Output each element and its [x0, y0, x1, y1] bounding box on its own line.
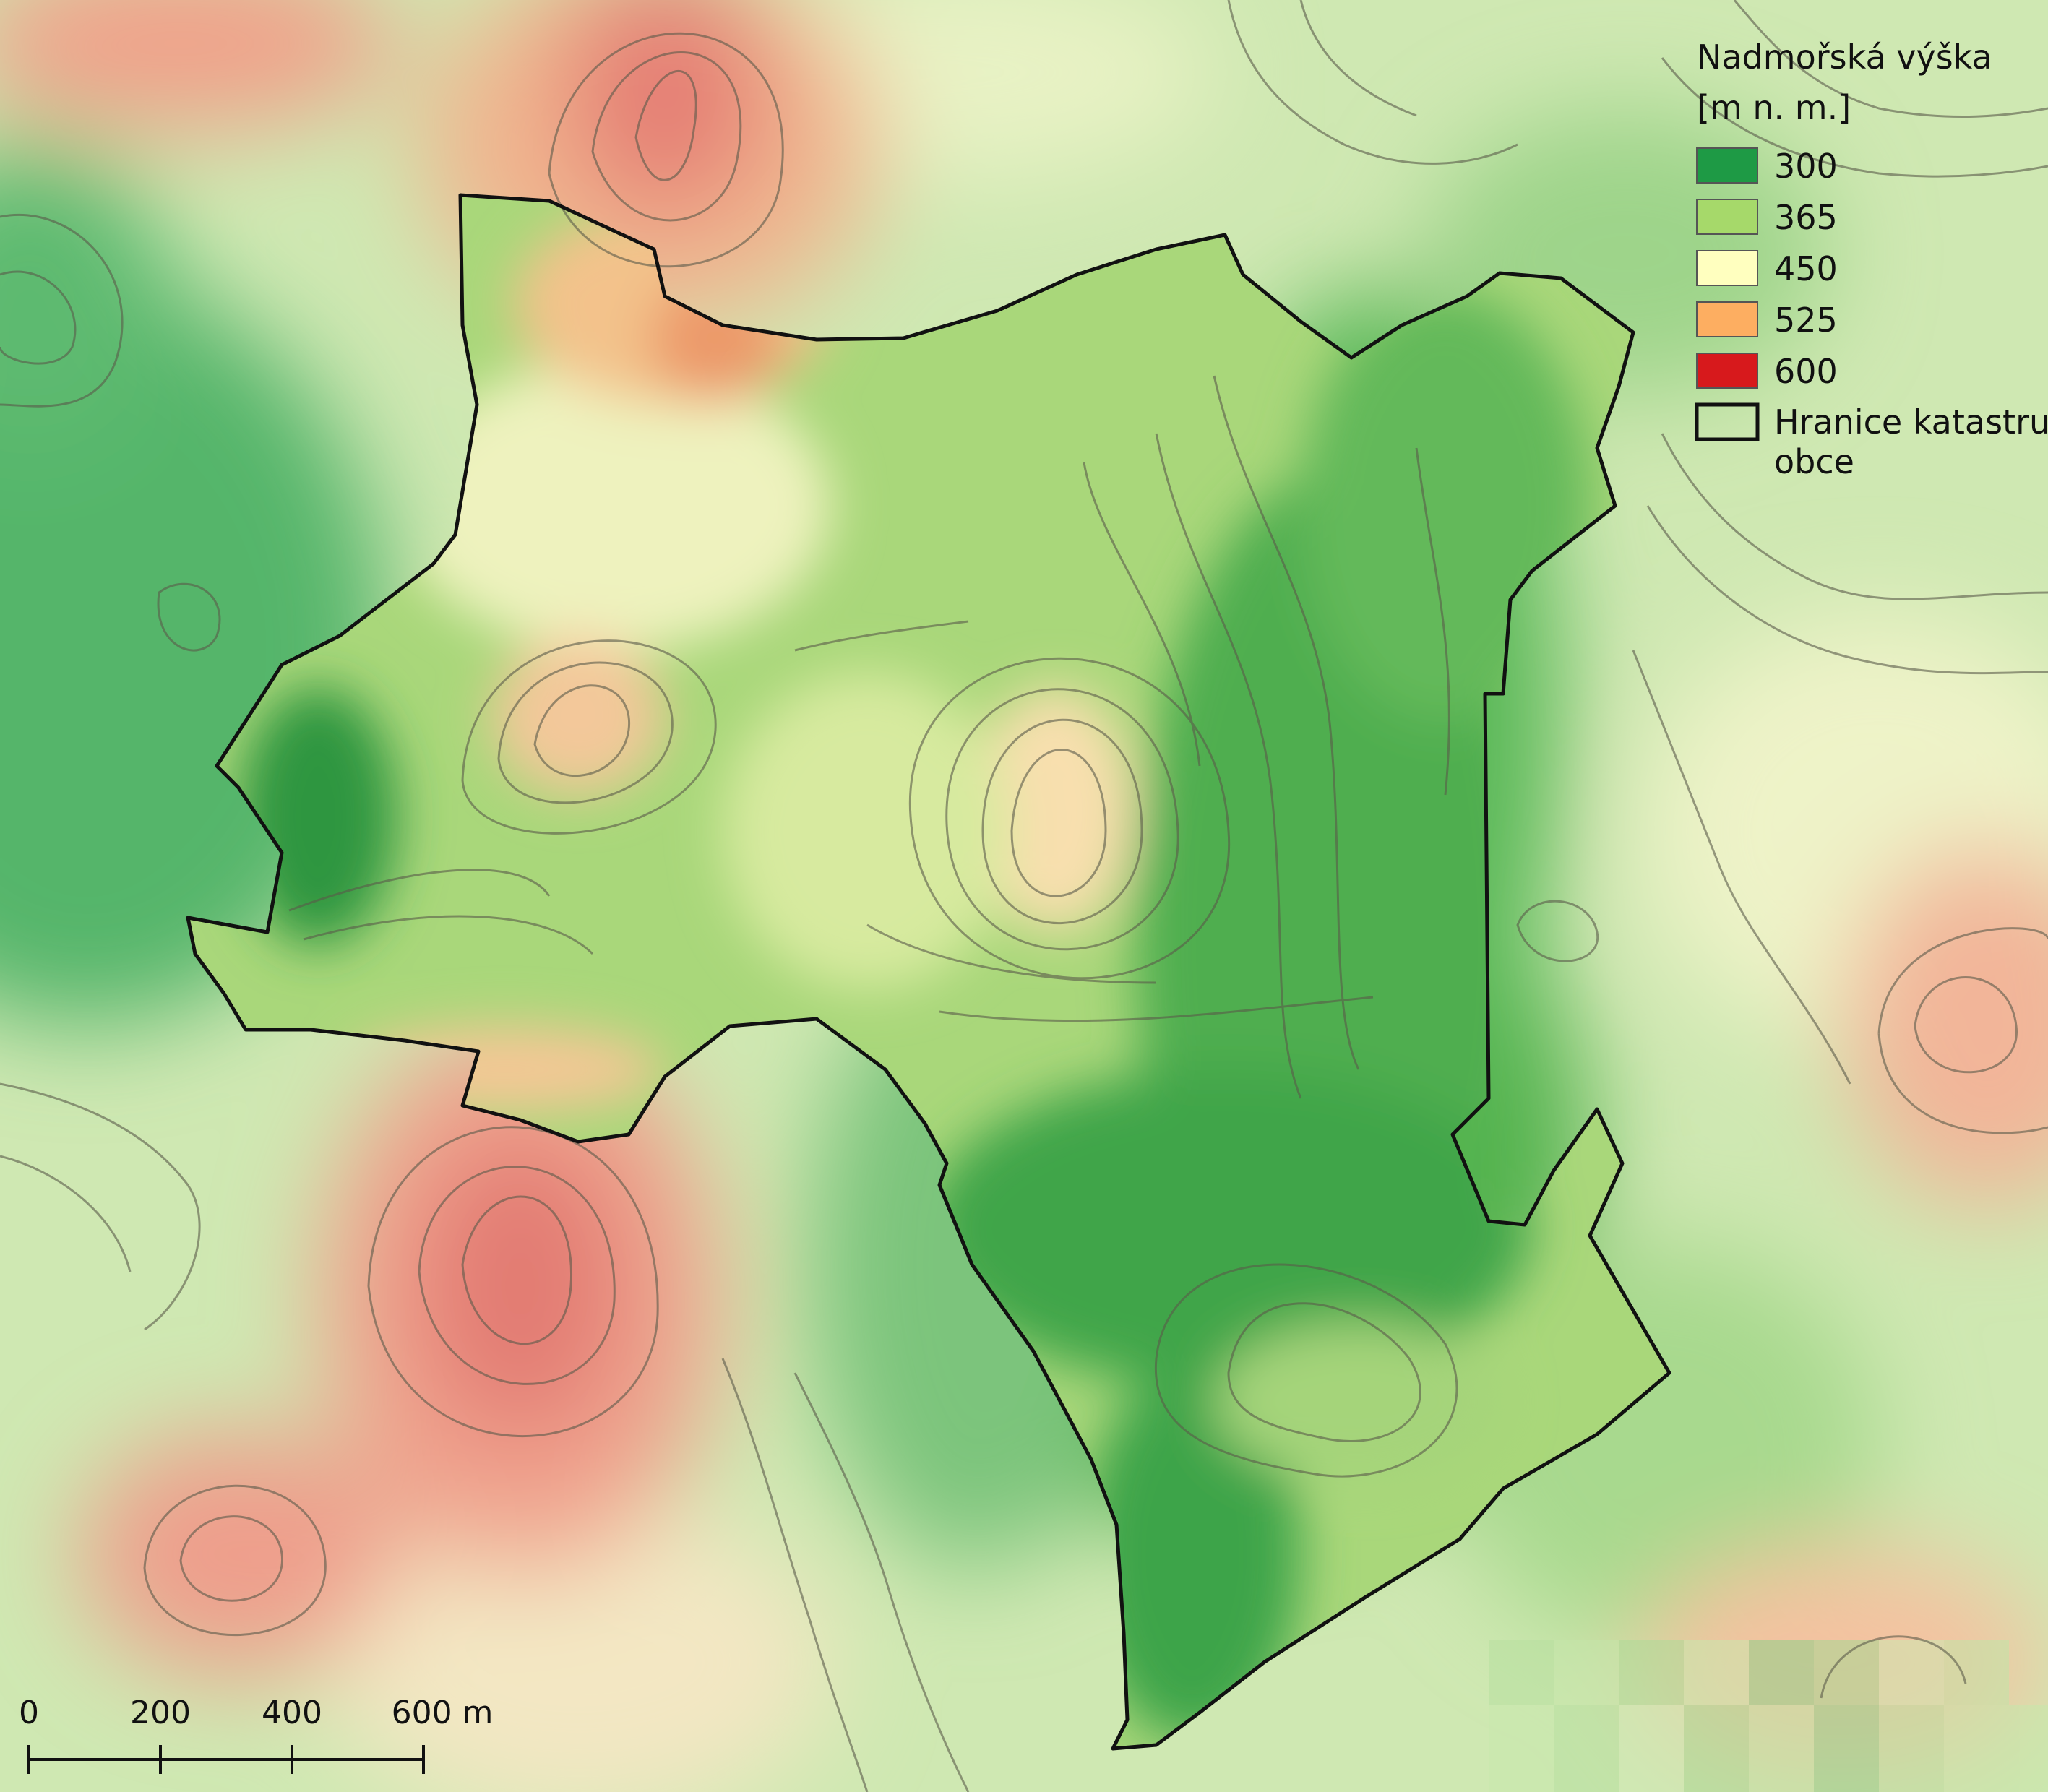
legend-unit: [m n. m.] [1697, 88, 1851, 127]
legend-label: 450 [1774, 249, 1838, 288]
legend-swatch [1696, 301, 1758, 337]
scale-tick-label: 0 [19, 1694, 39, 1731]
legend: Nadmořská výška [m n. m.] 300 365 450 52… [1695, 38, 2048, 481]
scale-bar: 0 200 400 600 m [19, 1694, 493, 1774]
cadastre-boundary[interactable] [186, 193, 1671, 1751]
legend-boundary-label-2: obce [1774, 442, 1854, 481]
scale-tick-label: 200 [130, 1694, 191, 1731]
legend-title: Nadmořská výška [1697, 38, 1992, 77]
legend-label: 600 [1774, 352, 1838, 391]
legend-swatch [1696, 353, 1758, 389]
legend-label: 365 [1774, 198, 1838, 237]
legend-boundary-swatch [1695, 402, 1760, 441]
legend-label: 525 [1774, 301, 1838, 340]
legend-swatch [1696, 147, 1758, 184]
legend-boundary-label: Hranice katastru [1774, 402, 2048, 441]
legend-swatch [1696, 199, 1758, 235]
legend-label: 300 [1774, 147, 1838, 186]
raster-patch [1489, 1640, 2048, 1792]
legend-swatch [1696, 250, 1758, 286]
scale-tick-label: 600 m [392, 1694, 494, 1731]
scale-tick-label: 400 [262, 1694, 322, 1731]
